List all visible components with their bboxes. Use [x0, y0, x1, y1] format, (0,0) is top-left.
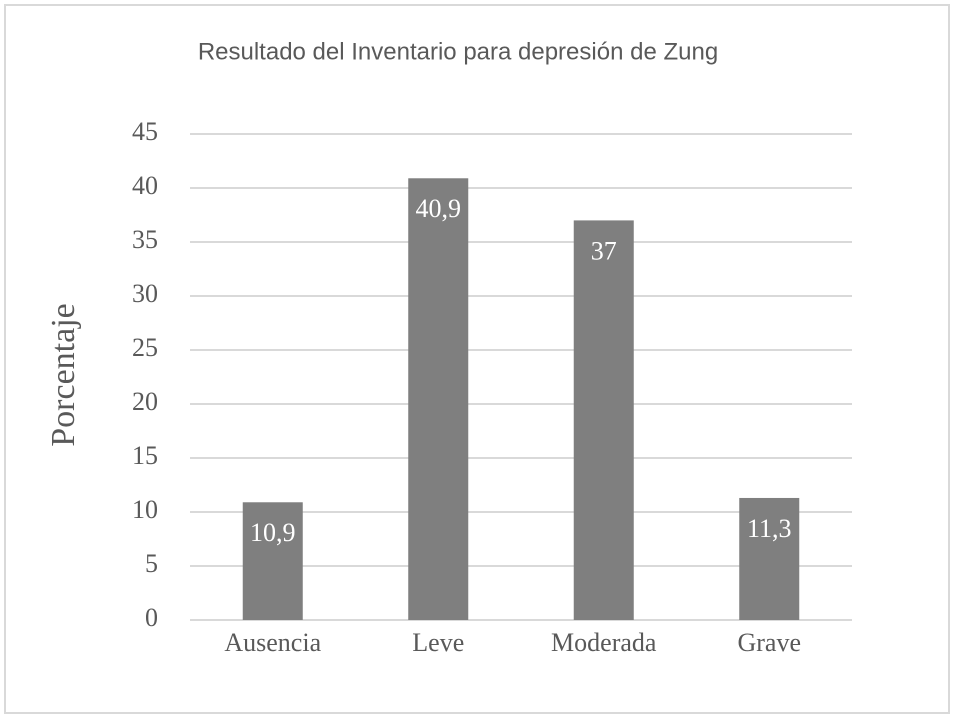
y-tick-label: 35: [132, 225, 158, 254]
x-tick-label: Grave: [737, 628, 801, 657]
y-axis-title: Porcentaje: [45, 303, 82, 447]
value-label: 10,9: [250, 518, 296, 547]
value-label: 40,9: [416, 194, 462, 223]
y-tick-label: 45: [132, 117, 158, 146]
x-tick-label: Leve: [412, 628, 464, 657]
y-tick-label: 10: [132, 495, 158, 524]
chart-title: Resultado del Inventario para depresión …: [198, 38, 718, 65]
y-tick-label: 20: [132, 387, 158, 416]
y-tick-label: 40: [132, 171, 158, 200]
x-tick-label: Moderada: [551, 628, 657, 657]
value-label: 11,3: [747, 514, 792, 543]
y-tick-label: 0: [145, 603, 158, 632]
y-tick-label: 30: [132, 279, 158, 308]
x-tick-label: Ausencia: [224, 628, 321, 657]
y-tick-label: 15: [132, 441, 158, 470]
bar: [739, 497, 800, 620]
y-tick-label: 25: [132, 333, 158, 362]
value-label: 37: [591, 236, 617, 265]
y-tick-label: 5: [145, 549, 158, 578]
bar: [408, 178, 469, 620]
bar: [242, 502, 303, 620]
bar: [573, 220, 634, 620]
